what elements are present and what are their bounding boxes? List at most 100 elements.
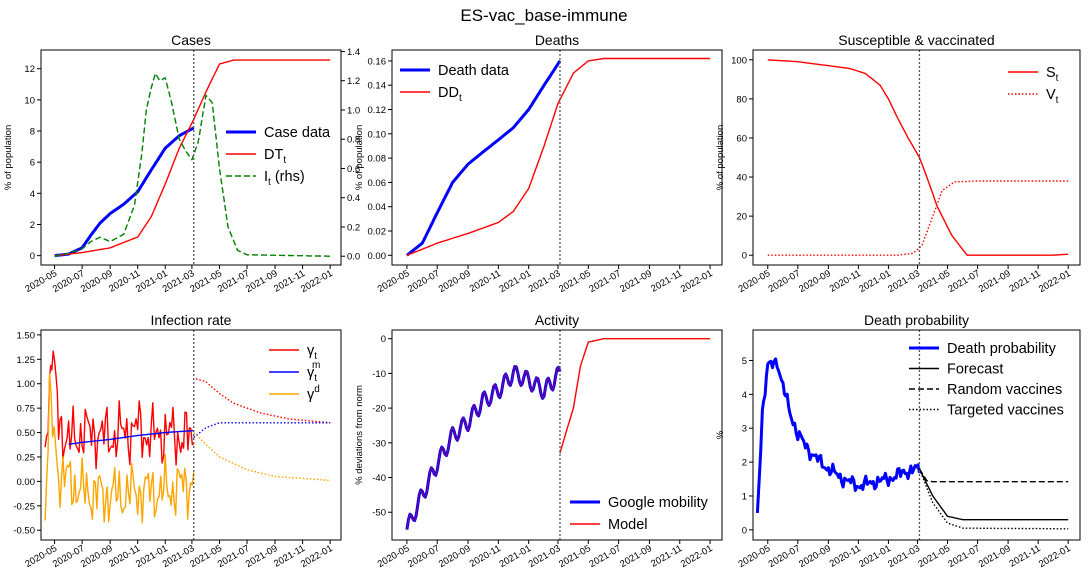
- legend-label-text: γ: [307, 343, 315, 359]
- legend-label: γtm: [307, 360, 320, 384]
- chart-activity: Activity % deviations from norm 0 -10 -20 -30…: [354, 312, 723, 570]
- x-tick-label: 2021-01: [857, 543, 893, 570]
- x-tick-label: 2021-11: [1008, 543, 1043, 570]
- series-line: [68, 429, 194, 445]
- x-tick-label: 2022-01: [1037, 268, 1073, 295]
- y-tick-label: 100: [731, 55, 747, 66]
- panels: Cases% of population0246810120.00.20.40.…: [3, 32, 1081, 570]
- chart-title: Cases: [171, 32, 211, 48]
- chart-title: Infection rate: [151, 312, 232, 328]
- series-line: [195, 378, 331, 424]
- legend-label-text: V: [1046, 87, 1056, 103]
- legend-label-text: S: [1046, 65, 1056, 81]
- y-tick-label: 0.00: [368, 251, 387, 262]
- x-tick-label: 2021-07: [587, 268, 623, 295]
- axes-frame: [40, 329, 342, 541]
- legend-label: γd: [307, 384, 320, 403]
- x-tick-label: 2022-01: [1037, 543, 1073, 570]
- x-tick-label: 2021-01: [497, 268, 533, 295]
- chart-title: Deaths: [535, 32, 579, 48]
- series-line: [755, 357, 921, 513]
- chart-title: Susceptible & vaccinated: [838, 32, 994, 48]
- x-tick-label: 2020-11: [828, 543, 863, 570]
- x-tick-label: 2022-01: [679, 268, 715, 295]
- series-line: [559, 338, 711, 454]
- legend: Death data DDt: [400, 63, 510, 104]
- legend-label-text: DD: [438, 85, 459, 101]
- series-line: [767, 59, 1069, 256]
- axes-frame: [391, 49, 723, 266]
- x-tick-label: 2020-09: [797, 268, 833, 295]
- legend-label-text: Forecast: [947, 362, 1003, 378]
- x-tick-label: 2021-09: [244, 268, 280, 295]
- chart-death-probability: Death probability%0123452020-052020-0720…: [715, 312, 1081, 570]
- chart-cases: Cases % of population 0 2 4 6 8 10 12 0.0 0.2 0.4 0.…: [3, 32, 360, 295]
- legend-label: It (rhs): [264, 169, 305, 188]
- y-tick-label: 0.06: [368, 178, 387, 189]
- x-tick-label: 2020-11: [468, 543, 503, 570]
- y-axis-label: %: [715, 430, 726, 439]
- x-tick-label: 2020-05: [376, 543, 412, 570]
- legend-label: Death probability: [947, 341, 1057, 357]
- y-tick-label: 0.14: [368, 81, 387, 92]
- legend-label-text: Death data: [438, 63, 510, 79]
- x-tick-label: 2021-01: [857, 268, 893, 295]
- y-right-tick-label: 1.4: [347, 47, 360, 58]
- x-tick-label: 2021-09: [244, 543, 280, 570]
- y-tick-label: 1.00: [17, 379, 36, 390]
- x-tick-label: 2021-09: [977, 268, 1013, 295]
- legend-label: Case data: [264, 125, 331, 141]
- y-right-tick-label: 1.2: [347, 76, 360, 87]
- series-line: [918, 468, 1069, 521]
- x-tick-label: 2021-07: [946, 268, 982, 295]
- series-line: [193, 432, 331, 482]
- x-tick-label: 2021-03: [886, 543, 922, 570]
- series-line: [54, 126, 195, 258]
- y-tick-label: 1.25: [17, 355, 36, 366]
- y-tick-label: 40: [736, 173, 747, 184]
- legend-label: Model: [608, 517, 648, 533]
- x-tick-label: 2021-11: [649, 543, 684, 570]
- legend-label: Death data: [438, 63, 510, 79]
- legend-label-text: Google mobility: [608, 495, 709, 511]
- x-tick-label: 2022-01: [299, 543, 335, 570]
- y-tick-label: 0.16: [368, 56, 387, 67]
- series-line: [767, 180, 1069, 256]
- x-tick-label: 2021-05: [916, 543, 952, 570]
- x-tick-label: 2020-05: [737, 268, 773, 295]
- legend-label-subscript: t: [314, 351, 317, 362]
- legend-label-subscript: t: [268, 177, 271, 188]
- legend-label-text: I: [264, 169, 268, 185]
- series-line: [918, 468, 1069, 483]
- y-tick-label: 3: [742, 424, 747, 435]
- x-tick-label: 2021-03: [527, 268, 563, 295]
- legend-label-text: γ: [307, 387, 315, 403]
- series-line: [193, 422, 331, 438]
- y-right-tick-label: 1.0: [347, 105, 360, 116]
- x-tick-label: 2020-11: [468, 268, 503, 295]
- series-group: [767, 59, 1069, 256]
- x-tick-label: 2021-09: [618, 543, 654, 570]
- legend-label: Vt: [1046, 87, 1059, 106]
- axes-frame: [752, 329, 1081, 541]
- x-tick-label: 2022-01: [679, 543, 715, 570]
- y-tick-label: -20: [372, 404, 386, 415]
- y-tick-label: 1: [742, 491, 747, 502]
- y-tick-label: 4: [742, 390, 747, 401]
- legend-label-subscript: t: [314, 373, 317, 384]
- x-tick-label: 2021-03: [886, 268, 922, 295]
- chart-title: Activity: [535, 312, 579, 328]
- series-line: [44, 350, 194, 470]
- series-line: [406, 57, 711, 256]
- series-group: [44, 350, 331, 524]
- x-tick-label: 2020-05: [737, 543, 773, 570]
- y-tick-label: 2: [30, 220, 35, 231]
- chart-susceptible: Susceptible & vaccinated % of population 0…: [715, 32, 1081, 295]
- chart-deaths: Deaths % of population 0.00 0.02 0.04 0.06 0.0…: [354, 32, 723, 295]
- y-tick-label: -50: [372, 508, 386, 519]
- series-line: [54, 59, 331, 257]
- series-group: [54, 59, 331, 258]
- y-tick-label: 10: [24, 95, 35, 106]
- x-tick-label: 2021-09: [618, 268, 654, 295]
